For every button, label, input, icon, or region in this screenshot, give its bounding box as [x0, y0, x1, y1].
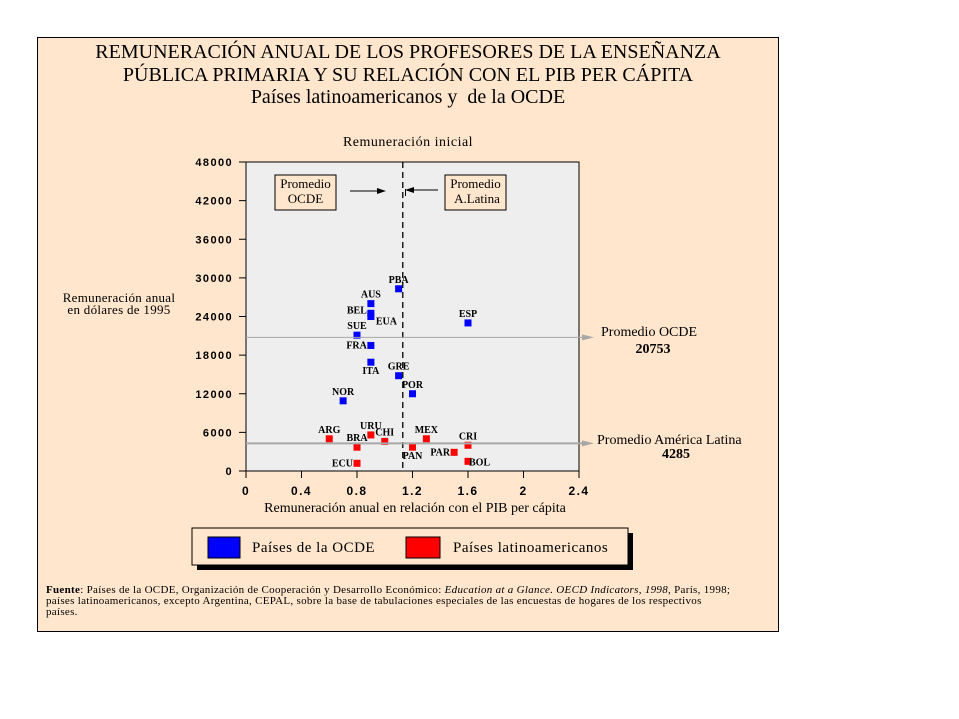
point-label-chi: CHI: [375, 427, 394, 438]
arrow-left-icon: [405, 187, 414, 193]
data-point-esp: [464, 319, 472, 327]
y-tick-label: 42000: [195, 196, 233, 208]
data-point-arg: [325, 435, 333, 443]
point-label-esp: ESP: [459, 309, 477, 320]
latam-average-value: 4285: [662, 447, 690, 462]
data-point-bra: [353, 443, 361, 451]
reference-lines: [246, 162, 594, 471]
data-point-chi: [381, 437, 389, 445]
x-tick-label: 2: [519, 484, 527, 498]
data-point-fra: [367, 341, 375, 349]
point-label-par: PAR: [430, 447, 451, 458]
point-label-arg: ARG: [318, 425, 340, 436]
x-tick-label: 2.4: [569, 484, 590, 498]
vertical-reference-label: Remuneración inicial: [343, 135, 473, 150]
data-point-aus: [367, 300, 375, 308]
point-label-fra: FRA: [346, 340, 367, 351]
data-point-par: [450, 448, 458, 456]
arrow-right-icon: [582, 334, 594, 341]
y-tick-label: 6000: [203, 427, 233, 439]
legend: Países de la OCDE Países latinoamericano…: [191, 527, 633, 570]
footnote-source-label: Fuente: [46, 584, 81, 596]
footnote-line-3: países.: [46, 606, 78, 618]
arrow-right-icon: [377, 188, 386, 194]
oecd-average-label: Promedio OCDE: [601, 325, 697, 340]
x-tick-label: 0.4: [291, 484, 312, 498]
chart-title-line-2: PÚBLICA PRIMARIA Y SU RELACIÓN CON EL PI…: [122, 64, 694, 86]
point-label-bel: BEL: [347, 305, 367, 316]
y-tick-label: 18000: [195, 350, 233, 362]
annotation-box: [274, 174, 337, 211]
chart-subtitle: Países latinoamericanos y de la OCDE: [250, 86, 566, 108]
chart-title-line-1: REMUNERACIÓN ANUAL DE LOS PROFESORES DE …: [95, 41, 721, 63]
annotation-box: [444, 174, 507, 211]
data-point-ecu: [353, 459, 361, 467]
data-point-por: [409, 390, 416, 398]
footnote-line-1: Fuente: Países de la OCDE, Organización …: [46, 585, 730, 596]
footnote-line-2: países latinoamericanos, excepto Argenti…: [46, 595, 702, 607]
point-label-gre: GRE: [388, 362, 410, 373]
axes: 0 6000 12000 18000 24000 30000 36000 42000 48000…: [195, 157, 590, 498]
y-tick-label: 24000: [195, 312, 233, 324]
y-axis-title-line-2: en dólares de 1995: [67, 302, 170, 317]
x-tick-label: 1.2: [402, 484, 423, 498]
data-point-sue: [353, 331, 361, 339]
legend-swatch-latam: [405, 536, 441, 559]
point-label-pan: PAN: [403, 451, 424, 462]
oecd-average-value: 20753: [636, 342, 671, 357]
data-point-pan: [409, 443, 416, 451]
point-label-uru: URU: [360, 421, 382, 432]
point-label-nor: NOR: [332, 387, 355, 398]
point-label-bra: BRA: [346, 433, 368, 444]
source-footnote: Fuente: Países de la OCDE, Organización …: [46, 585, 730, 618]
data-point-uru: [367, 431, 375, 439]
y-tick-label: 12000: [195, 389, 233, 401]
point-label-bol: BOL: [469, 457, 490, 468]
y-tick-label: 30000: [195, 273, 233, 285]
plot-area: [245, 161, 580, 472]
data-point-eua: [367, 313, 375, 320]
data-point-gre: [395, 372, 403, 380]
data-point-ita: [367, 358, 375, 366]
x-tick-label: 0: [242, 484, 250, 498]
latam-average-label: Promedio América Latina: [597, 433, 742, 448]
y-axis-title-line-1: Remuneración anual: [63, 290, 176, 305]
annotation-text: Promedio: [450, 176, 501, 191]
annotation-text: Promedio: [280, 176, 331, 191]
footnote-text: : Países de la OCDE, Organización de Coo…: [80, 584, 445, 596]
footnote-publication-title: Education at a Glance. OECD Indicators, …: [444, 584, 672, 596]
point-label-eua: EUA: [376, 317, 398, 328]
legend-swatch-oecd: [207, 536, 241, 559]
annotation-oecd-average: Promedio OCDE: [274, 174, 386, 211]
data-point-nor: [339, 397, 347, 405]
data-point-pba: [395, 285, 403, 293]
point-label-por: POR: [402, 380, 424, 391]
x-axis-title: Remuneración anual en relación con el PI…: [264, 501, 566, 516]
legend-label-latam: Países latinoamericanos: [453, 540, 608, 556]
annotation-latam-average: Promedio A.Latina: [405, 174, 507, 211]
point-label-ecu: ECU: [332, 458, 353, 469]
data-point-mex: [422, 435, 430, 443]
point-label-cri: CRI: [459, 431, 477, 442]
y-tick-label: 36000: [195, 234, 233, 246]
annotation-text: A.Latina: [454, 191, 500, 206]
point-label-sue: SUE: [347, 321, 367, 332]
legend-label-oecd: Países de la OCDE: [252, 540, 375, 556]
point-label-aus: AUS: [361, 290, 381, 301]
point-label-pba: PBA: [389, 275, 410, 286]
x-tick-label: 1.6: [458, 484, 479, 498]
data-points: PBA AUS BEL EUA SUE FRA ESP ITA GRE POR NOR ARG BRAU…: [318, 275, 490, 469]
annotation-text: OCDE: [288, 191, 323, 206]
x-tick-label: 0.8: [347, 484, 368, 498]
data-point-cri: [464, 441, 472, 449]
footnote-text: París, 1998;: [671, 584, 731, 596]
point-label-mex: MEX: [415, 425, 439, 436]
data-point-bol: [464, 457, 472, 465]
y-tick-label: 48000: [195, 157, 233, 169]
arrow-right-icon: [582, 440, 594, 447]
y-tick-label: 0: [225, 466, 233, 478]
point-label-ita: ITA: [362, 366, 380, 377]
